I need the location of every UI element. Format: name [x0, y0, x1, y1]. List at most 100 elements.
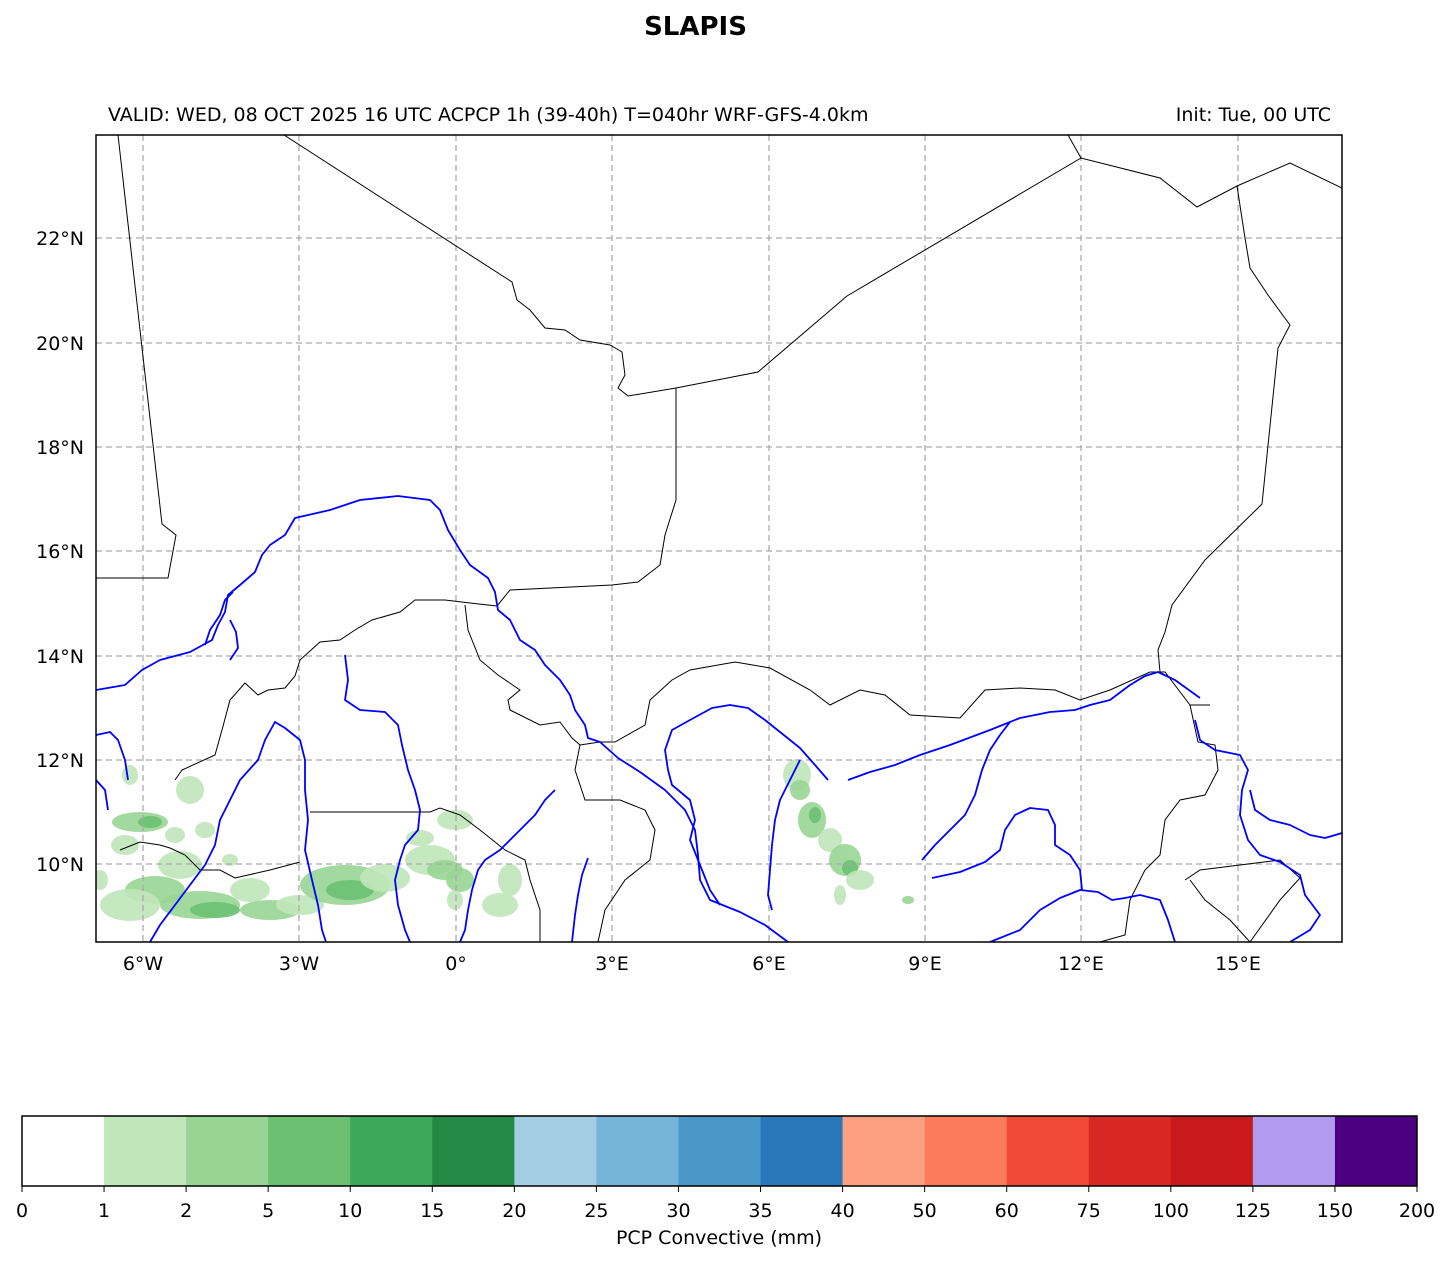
colorbar-ticks: 0 1 2 5 10 15 20 25 30 35 40 50 60 75 100 125 150 200	[16, 1186, 1435, 1222]
precip-cell	[809, 807, 821, 823]
colorbar-tick-label: 100	[1153, 1200, 1189, 1222]
lon-tick-label: 6°W	[123, 953, 164, 975]
lat-tick-label: 22°N	[36, 228, 84, 250]
river-mono	[571, 857, 589, 942]
colorbar-tick-label: 150	[1317, 1200, 1353, 1222]
map-frame	[95, 134, 1343, 943]
precip-cell	[138, 816, 162, 828]
precip-cell	[482, 893, 518, 917]
precip-cell	[96, 870, 108, 890]
colorbar	[21, 1115, 1418, 1187]
colorbar-swatch	[350, 1116, 433, 1186]
colorbar-swatch	[186, 1116, 269, 1186]
lon-tick-label: 9°E	[908, 953, 942, 975]
river-niger	[96, 495, 789, 942]
colorbar-tick-label: 75	[1077, 1200, 1101, 1222]
river-oti	[459, 789, 556, 942]
river-volta-white	[344, 654, 421, 942]
precip-cell	[276, 895, 324, 915]
colorbar-tick-label: 25	[584, 1200, 608, 1222]
river-gongola	[931, 807, 1083, 891]
precip-cell	[406, 830, 434, 846]
river-volta-black	[149, 721, 327, 942]
precip-cell	[111, 835, 139, 855]
border-niger-nigeria	[600, 661, 1210, 743]
river-mali-inland	[96, 779, 109, 811]
border-mali-algeria	[283, 135, 677, 397]
precip-cell	[195, 822, 215, 838]
longitude-labels: 6°W 3°W 0° 3°E 6°E 9°E 12°E 15°E	[123, 953, 1261, 975]
precip-cell	[447, 890, 463, 910]
precip-cell	[190, 902, 240, 918]
lon-tick-label: 3°E	[595, 953, 629, 975]
lon-tick-label: 6°E	[752, 953, 786, 975]
map-title: SLAPIS	[644, 12, 747, 42]
colorbar-swatch	[514, 1116, 597, 1186]
colorbar-tick-label: 30	[666, 1200, 690, 1222]
colorbar-tick-label: 50	[913, 1200, 937, 1222]
lon-tick-label: 12°E	[1058, 953, 1104, 975]
colorbar-frame	[21, 1115, 1418, 1187]
lat-tick-label: 20°N	[36, 333, 84, 355]
colorbar-tick-label: 1	[98, 1200, 110, 1222]
precip-cell	[222, 854, 238, 866]
colorbar-tick-label: 35	[748, 1200, 772, 1222]
colorbar-swatch	[1170, 1116, 1254, 1186]
precip-cell	[176, 776, 204, 804]
colorbar-swatch	[432, 1116, 515, 1186]
river-komadugu	[847, 671, 1201, 781]
precip-cell	[326, 880, 374, 900]
colorbar-tick-label: 15	[420, 1200, 444, 1222]
border-cameroon-chad-south	[1184, 859, 1301, 942]
precip-cell	[818, 828, 842, 852]
map-area	[96, 135, 1342, 942]
river-niger-upper-loop	[204, 591, 234, 646]
river-bf-small	[229, 619, 239, 661]
colorbar-tick-label: 125	[1235, 1200, 1271, 1222]
river-sokoto	[664, 704, 829, 906]
colorbar-swatch	[104, 1116, 187, 1186]
precip-cell	[360, 864, 410, 892]
river-hadejia	[921, 721, 1011, 861]
precip-cell	[437, 810, 473, 830]
init-time-subtitle: Init: Tue, 00 UTC	[1175, 104, 1331, 126]
border-nigeria-cameroon	[1099, 704, 1219, 942]
border-bf-niger	[464, 604, 601, 746]
precip-cell	[230, 878, 270, 902]
gridlines	[96, 135, 1342, 942]
border-mali-bf	[174, 599, 498, 781]
precip-field	[96, 759, 914, 921]
lon-tick-label: 3°W	[279, 953, 320, 975]
colorbar-swatch	[678, 1116, 762, 1186]
colorbar-tick-label: 20	[502, 1200, 526, 1222]
river-bani	[96, 731, 129, 781]
border-libya-algeria-north	[1067, 135, 1082, 159]
lat-tick-label: 12°N	[36, 750, 84, 772]
lat-tick-label: 10°N	[36, 854, 84, 876]
colorbar-swatch	[842, 1116, 926, 1186]
colorbar-swatch	[22, 1116, 105, 1186]
colorbar-swatch	[1252, 1116, 1336, 1186]
border-bf-ghana-togo	[310, 807, 541, 942]
colorbar-swatch	[924, 1116, 1008, 1186]
colorbar-swatch	[1334, 1116, 1418, 1186]
colorbar-tick-label: 2	[180, 1200, 192, 1222]
precip-cell	[446, 868, 474, 892]
colorbar-tick-label: 40	[830, 1200, 854, 1222]
border-niger-chad	[1157, 185, 1291, 673]
lon-tick-label: 0°	[445, 953, 467, 975]
precip-cell	[834, 885, 846, 905]
colorbar-swatch	[760, 1116, 844, 1186]
river-kaduna	[767, 759, 801, 911]
precip-cell	[902, 896, 914, 904]
river-chari	[1249, 789, 1342, 839]
border-misc	[1189, 879, 1251, 942]
precip-cell	[846, 870, 874, 890]
lat-tick-label: 14°N	[36, 646, 84, 668]
colorbar-tick-label: 10	[338, 1200, 362, 1222]
border-mauritania-mali	[96, 135, 177, 579]
lon-tick-label: 15°E	[1215, 953, 1261, 975]
colorbar-swatch	[268, 1116, 351, 1186]
rivers	[96, 495, 1342, 942]
